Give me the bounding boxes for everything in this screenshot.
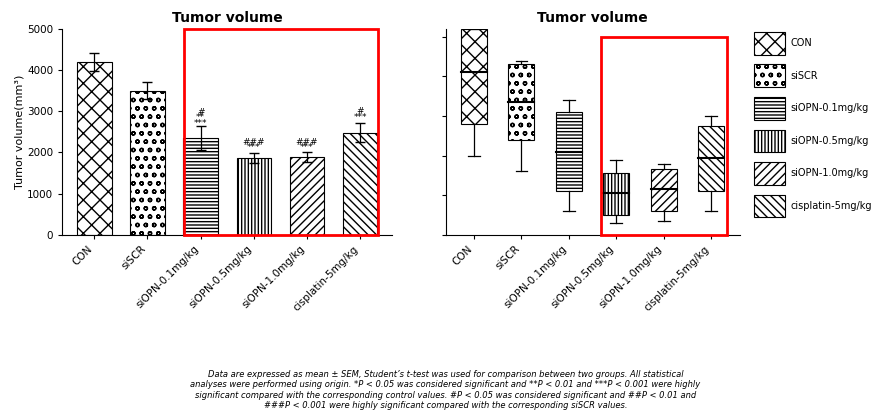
Bar [755, 97, 785, 120]
Text: **: ** [196, 113, 205, 122]
Text: ***: *** [194, 119, 208, 128]
Bar [755, 32, 785, 55]
Text: cisplatin-5mg/kg: cisplatin-5mg/kg [790, 201, 871, 211]
Bar [509, 65, 535, 140]
Title: Tumor volume: Tumor volume [172, 11, 282, 25]
Bar [698, 126, 724, 191]
Text: siOPN-1.0mg/kg: siOPN-1.0mg/kg [790, 169, 869, 178]
Bar [77, 62, 111, 235]
Bar [755, 195, 785, 218]
Text: #: # [197, 108, 204, 117]
Bar [184, 29, 378, 235]
Text: siSCR: siSCR [790, 71, 818, 81]
Bar [343, 133, 378, 235]
Bar [290, 157, 324, 235]
Text: ###: ### [242, 138, 265, 147]
Text: ***: *** [354, 112, 367, 122]
Bar [184, 138, 218, 235]
Text: siOPN-0.5mg/kg: siOPN-0.5mg/kg [790, 136, 869, 146]
Bar [130, 91, 165, 235]
Text: CON: CON [790, 38, 812, 48]
Text: #: # [356, 107, 364, 116]
Bar [236, 158, 271, 235]
Text: ###: ### [296, 138, 318, 147]
Text: Data are expressed as mean ± SEM, Student’s t-test was used for comparison betwe: Data are expressed as mean ± SEM, Studen… [191, 370, 700, 410]
Text: siOPN-0.1mg/kg: siOPN-0.1mg/kg [790, 103, 869, 113]
Bar [755, 65, 785, 87]
Text: ***: *** [247, 143, 260, 152]
Bar [601, 37, 727, 235]
Bar [556, 112, 582, 191]
Bar [461, 29, 487, 124]
Title: Tumor volume: Tumor volume [537, 11, 648, 25]
Bar [755, 162, 785, 185]
Y-axis label: Tumor volume(mm³): Tumor volume(mm³) [14, 75, 24, 189]
Text: ***: *** [300, 143, 314, 152]
Bar [603, 173, 629, 215]
Bar [755, 129, 785, 152]
Bar [650, 169, 676, 211]
